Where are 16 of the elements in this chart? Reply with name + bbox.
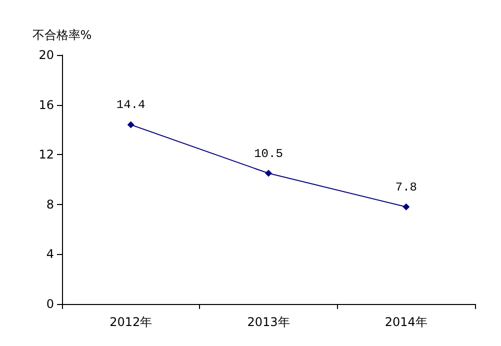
x-tick-label: 2014年 <box>384 315 428 329</box>
x-tick-label: 2013年 <box>247 315 290 329</box>
point <box>127 121 134 128</box>
y-tick-label: 0 <box>46 297 54 311</box>
y-tick-label: 16 <box>38 98 54 112</box>
y-tick-label: 12 <box>38 148 54 162</box>
y-tick-label: 4 <box>46 247 54 262</box>
x-tick-label: 2012年 <box>110 315 152 329</box>
y-axis-title: 不合格率% <box>32 28 92 42</box>
y-tick-label: 20 <box>38 48 54 62</box>
point <box>402 203 410 210</box>
data-label: 14.4 <box>116 98 146 112</box>
data-label: 10.5 <box>254 146 283 161</box>
y-tick-label: 8 <box>46 197 54 212</box>
point <box>265 170 272 177</box>
data-label: 7.8 <box>395 180 417 194</box>
